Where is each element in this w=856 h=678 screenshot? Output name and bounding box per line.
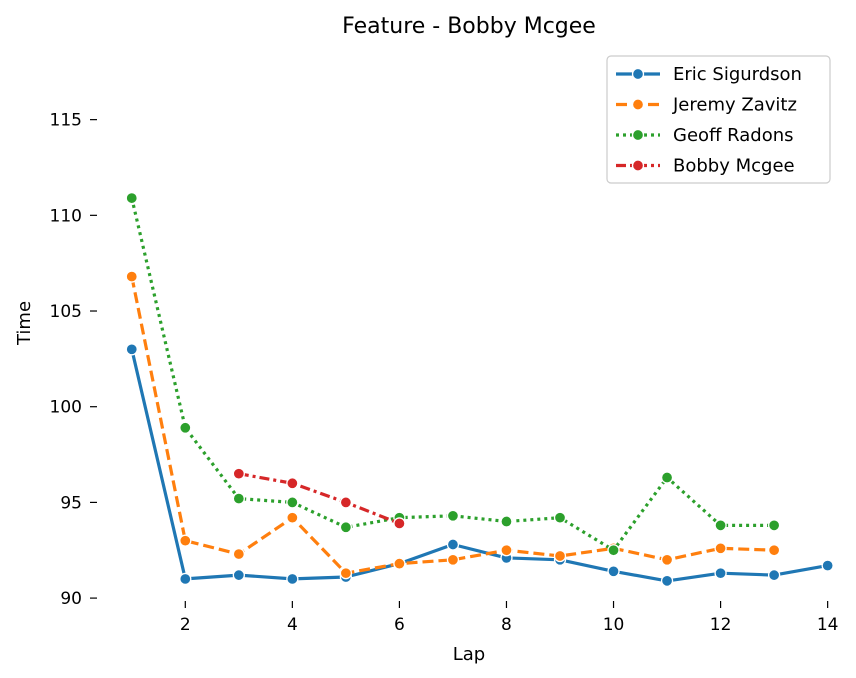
data-point <box>714 567 727 580</box>
x-tick-label: 8 <box>501 615 512 635</box>
data-point <box>339 567 353 580</box>
series-line <box>130 276 775 575</box>
data-point <box>339 521 353 534</box>
legend-swatch-marker <box>631 159 645 172</box>
data-point <box>232 467 245 480</box>
data-point <box>446 553 460 566</box>
data-point <box>660 574 674 588</box>
y-tick-label: 100 <box>50 398 82 418</box>
series-3 <box>125 191 781 557</box>
data-point <box>179 572 192 586</box>
legend-label: Eric Sigurdson <box>673 64 802 85</box>
series-2 <box>125 270 781 580</box>
legend-swatch-marker <box>631 67 645 81</box>
data-point <box>607 544 620 557</box>
y-tick-label: 105 <box>50 302 82 322</box>
data-point <box>553 511 567 524</box>
y-axis-label: Time <box>14 301 35 346</box>
data-point <box>553 549 567 563</box>
data-point <box>393 517 406 530</box>
legend-item: Geoff Radons <box>616 125 794 146</box>
data-point <box>660 553 674 566</box>
data-point <box>286 511 299 524</box>
data-point <box>125 191 138 205</box>
legend-label: Bobby Mcgee <box>673 156 795 177</box>
data-point <box>286 496 299 509</box>
x-tick-label: 2 <box>180 615 191 635</box>
x-axis: 2 4 6 8 10 12 14 <box>180 601 839 635</box>
legend-swatch-marker <box>631 128 645 142</box>
y-tick-label: 115 <box>50 111 82 131</box>
legend-swatch-marker <box>631 98 645 111</box>
legend-item: Jeremy Zavitz <box>616 95 797 116</box>
data-point <box>393 557 406 570</box>
legend-item: Eric Sigurdson <box>616 64 802 85</box>
data-point <box>125 343 138 356</box>
legend-item: Bobby Mcgee <box>616 156 795 177</box>
series-4 <box>232 467 406 530</box>
data-point <box>286 572 299 586</box>
series-line <box>130 348 828 583</box>
data-point <box>714 542 727 555</box>
data-point <box>125 270 138 283</box>
data-point <box>767 568 781 582</box>
y-axis: 90 95 100 105 110 115 <box>50 111 97 609</box>
data-point <box>767 544 781 557</box>
data-point <box>232 547 245 561</box>
data-point <box>446 538 460 551</box>
x-tick-label: 4 <box>287 615 298 635</box>
data-point <box>179 421 192 434</box>
x-axis-label: Lap <box>453 644 485 665</box>
plot-area <box>125 191 834 588</box>
legend: Eric Sigurdson Jeremy Zavitz Geoff Radons B… <box>606 55 831 184</box>
x-tick-label: 6 <box>394 615 405 635</box>
data-point <box>607 565 620 578</box>
data-point <box>286 477 299 490</box>
data-point <box>714 519 727 532</box>
y-tick-label: 110 <box>50 206 82 226</box>
data-point <box>232 492 245 505</box>
y-tick-label: 95 <box>60 493 82 513</box>
data-point <box>339 496 353 509</box>
data-point <box>500 515 513 528</box>
data-point <box>179 534 192 547</box>
data-point <box>500 544 513 557</box>
legend-label: Jeremy Zavitz <box>672 95 797 116</box>
chart-title: Feature - Bobby Mcgee <box>342 14 596 39</box>
legend-frame <box>606 55 831 184</box>
series-line <box>130 197 775 552</box>
data-point <box>821 559 834 572</box>
data-point <box>660 471 674 484</box>
x-tick-label: 10 <box>603 615 625 635</box>
x-tick-label: 14 <box>817 615 839 635</box>
data-point <box>446 509 460 522</box>
legend-label: Geoff Radons <box>673 125 794 146</box>
data-point <box>232 568 245 582</box>
data-point <box>767 519 781 532</box>
series-line <box>238 472 400 525</box>
y-tick-label: 90 <box>60 589 82 609</box>
x-tick-label: 12 <box>710 615 732 635</box>
